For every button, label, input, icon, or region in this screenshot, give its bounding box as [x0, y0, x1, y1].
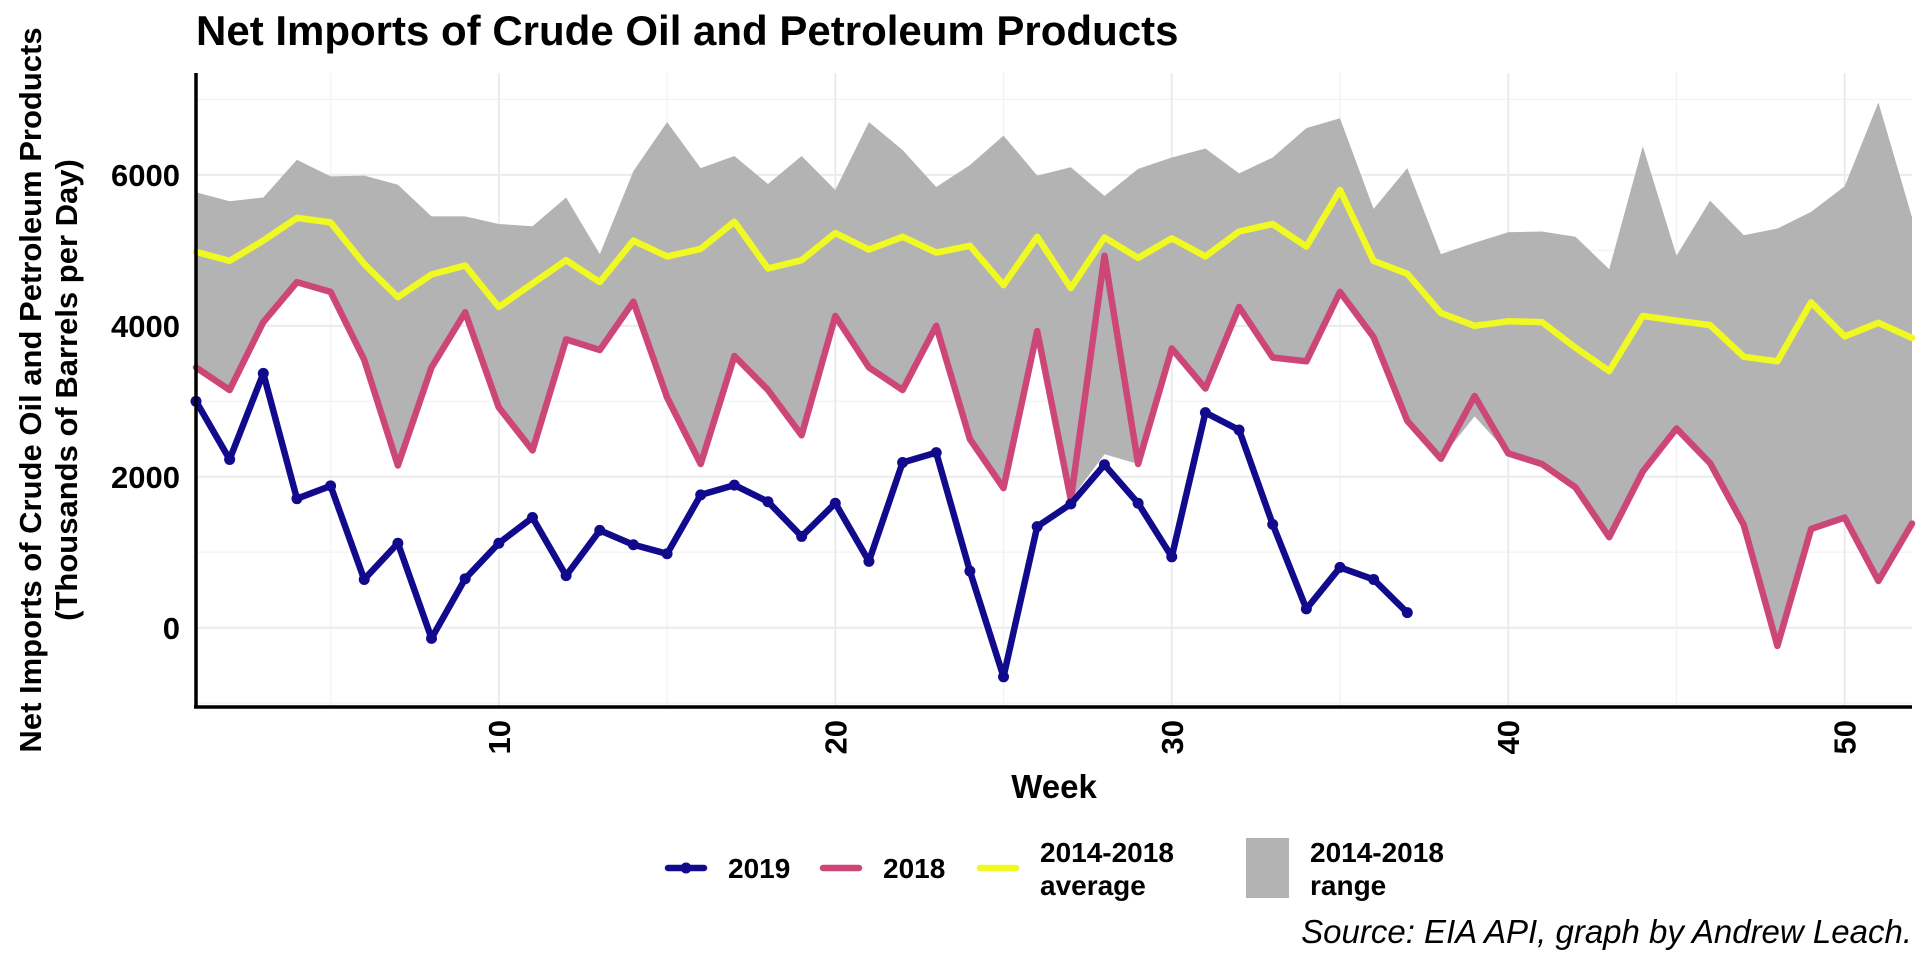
data-point-y2019	[930, 447, 942, 459]
legend-label-y2018: 2018	[883, 853, 945, 884]
data-point-y2019	[863, 555, 875, 567]
x-tick-label: 40	[1491, 720, 1526, 754]
series-line-avg	[192, 186, 1916, 375]
data-point-y2019	[998, 671, 1010, 683]
y-tick-label: 6000	[111, 158, 180, 193]
range-band	[196, 102, 1912, 646]
data-point-y2019	[627, 539, 639, 551]
legend-label-avg: average	[1040, 870, 1146, 901]
data-point-y2019	[392, 537, 404, 549]
data-point-y2019	[358, 573, 370, 585]
y-tick-labels: 0 2000 4000 6000	[111, 158, 180, 646]
data-point-y2019	[1368, 573, 1380, 585]
data-point-y2019	[1233, 424, 1245, 436]
data-point-y2019	[1300, 603, 1312, 615]
x-tick-label: 30	[1155, 720, 1190, 754]
data-point-y2019	[1132, 497, 1144, 509]
legend-item-y2018: 2018	[819, 853, 945, 884]
x-tick-label: 10	[482, 720, 517, 754]
data-point-y2019	[964, 565, 976, 577]
data-point-y2019	[257, 367, 269, 379]
legend-key-range	[1246, 838, 1289, 898]
data-point-y2019	[1334, 561, 1346, 573]
data-point-y2019	[526, 512, 538, 524]
data-point-y2019	[459, 573, 471, 585]
data-point-y2019	[594, 524, 606, 536]
x-tick-label: 50	[1828, 720, 1863, 754]
data-point-y2019	[829, 497, 841, 509]
legend-label-y2019: 2019	[728, 853, 790, 884]
caption: Source: EIA API, graph by Andrew Leach.	[1301, 913, 1912, 950]
legend-key-point-y2019	[680, 862, 692, 874]
y-tick-label: 2000	[111, 460, 180, 495]
data-point-y2019	[1166, 551, 1178, 563]
y-axis-label-line-2: (Thousands of Barrels per Day)	[49, 159, 84, 621]
chart-title: Net Imports of Crude Oil and Petroleum P…	[196, 7, 1178, 54]
legend-label-avg: 2014-2018	[1040, 837, 1174, 868]
legend-label-range: 2014-2018	[1310, 837, 1444, 868]
data-point-y2019	[325, 480, 337, 492]
data-point-y2019	[1098, 459, 1110, 471]
x-tick-label: 20	[818, 720, 853, 754]
y-tick-label: 4000	[111, 309, 180, 344]
y-tick-label: 0	[163, 611, 180, 646]
data-point-y2019	[1031, 521, 1043, 533]
data-point-y2019	[426, 632, 438, 644]
data-point-y2019	[762, 496, 774, 508]
legend-item-y2019: 2019	[664, 853, 790, 884]
data-point-y2019	[224, 453, 236, 465]
data-point-y2019	[897, 456, 909, 468]
data-point-y2019	[1065, 498, 1077, 510]
data-point-y2019	[560, 570, 572, 582]
legend-label-range: range	[1310, 870, 1386, 901]
data-point-y2019	[661, 548, 673, 560]
data-point-y2019	[796, 530, 808, 542]
x-axis-label: Week	[1011, 768, 1097, 805]
y-axis-label-line-1: Net Imports of Crude Oil and Petroleum P…	[13, 27, 48, 752]
data-point-y2019	[1401, 607, 1413, 619]
data-point-y2019	[291, 493, 303, 505]
x-tick-labels: 10 20 30 40 50	[482, 720, 1863, 754]
data-point-y2019	[695, 489, 707, 501]
data-point-y2019	[493, 537, 505, 549]
data-point-y2019	[728, 479, 740, 491]
data-point-y2019	[1267, 518, 1279, 530]
series-line-y2018	[192, 252, 1916, 650]
y-axis-label: Net Imports of Crude Oil and Petroleum P…	[13, 27, 84, 752]
data-point-y2019	[1199, 407, 1211, 419]
series-points	[190, 367, 1413, 683]
